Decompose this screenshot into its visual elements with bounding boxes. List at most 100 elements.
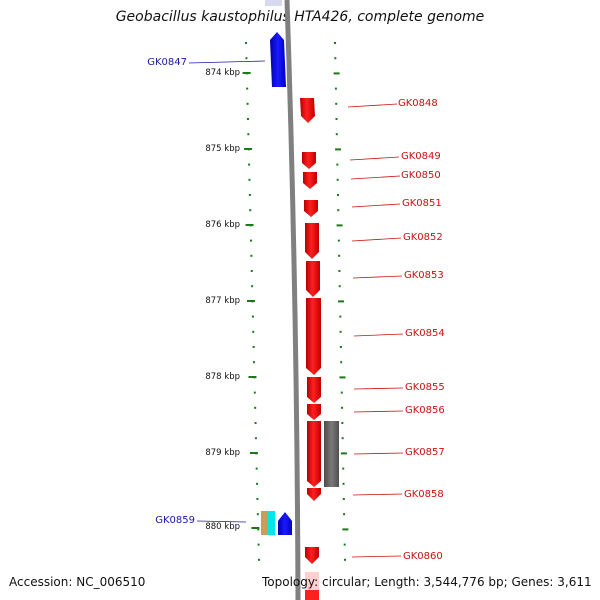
gene-GK0847-arrow[interactable] [270, 32, 286, 87]
ruler-dot [256, 513, 259, 516]
ruler-dot [342, 482, 345, 485]
ruler-label-879: 879 kbp [205, 448, 240, 458]
gene-GK0858-arrow[interactable] [307, 488, 321, 501]
ruler-label-876: 876 kbp [205, 220, 240, 230]
ruler-dot [256, 482, 259, 485]
feature-cyan-block[interactable] [267, 511, 275, 535]
ruler-dot [248, 178, 251, 181]
gene-label-GK0853[interactable]: GK0853 [404, 270, 444, 281]
ruler-dot [254, 437, 257, 440]
ruler-dot [335, 102, 338, 105]
ruler-dot [251, 315, 254, 318]
ruler-dot [335, 148, 342, 151]
ruler-dot [336, 224, 343, 227]
ruler-dot [342, 528, 349, 531]
ruler-dot [343, 558, 346, 561]
gene-label-GK0855[interactable]: GK0855 [405, 382, 445, 393]
ruler-dot [245, 57, 248, 60]
ruler-dot [335, 133, 338, 136]
ruler-dot [248, 163, 251, 166]
ruler-dot [253, 361, 256, 364]
ruler-dot [340, 452, 347, 455]
ruler-dot [248, 194, 251, 196]
ruler-dot [252, 346, 255, 348]
ruler-label-875: 875 kbp [205, 144, 240, 154]
ruler-dot [342, 467, 345, 470]
ruler-dot [340, 361, 343, 364]
ruler-dot [333, 72, 340, 75]
ruler-dot [250, 270, 253, 272]
gene-GK0853-arrow[interactable] [306, 261, 320, 297]
ruler-major-ticks [242, 72, 260, 529]
ruler-dot [337, 209, 340, 212]
gene-GK0852-arrow[interactable] [305, 223, 319, 259]
gene-GK0860-arrow[interactable] [305, 547, 319, 564]
ruler-dot [338, 270, 341, 272]
ruler-dot [254, 406, 257, 409]
ruler-dot [334, 87, 337, 90]
gene-GK0854-arrow[interactable] [306, 298, 321, 375]
gene-GK0849-arrow[interactable] [302, 152, 316, 169]
ruler-minor-ticks-right [333, 42, 349, 561]
ruler-dot [249, 239, 252, 242]
ruler-label-874: 874 kbp [205, 68, 240, 78]
feature-gray-block[interactable] [324, 421, 339, 487]
genome-title: Geobacillus kaustophilus HTA426, complet… [115, 9, 485, 25]
ruler-dot [251, 285, 254, 288]
gene-label-GK0860[interactable]: GK0860 [403, 551, 443, 562]
ruler-dot [245, 42, 248, 44]
ruler-dot [250, 254, 253, 257]
ruler-dot [334, 57, 337, 60]
ruler-dot [253, 391, 256, 394]
ruler-major-tick [244, 148, 253, 150]
gene-label-GK0858[interactable]: GK0858 [404, 489, 444, 500]
gene-label-GK0856[interactable]: GK0856 [405, 405, 445, 416]
gene-label-GK0859[interactable]: GK0859 [155, 515, 195, 526]
ruler-dot [246, 118, 249, 120]
leader-lines-left [188, 60, 266, 523]
gene-GK0850-arrow[interactable] [303, 172, 317, 189]
ruler-dot [246, 102, 249, 105]
ruler-dot [257, 558, 260, 561]
feature-tan-block[interactable] [261, 511, 267, 535]
ruler-dot [335, 118, 338, 120]
ruler-label-877: 877 kbp [205, 296, 240, 306]
ruler-label-880: 880 kbp [205, 522, 240, 532]
gene-label-GK0852[interactable]: GK0852 [403, 232, 443, 243]
gene-label-GK0848[interactable]: GK0848 [398, 98, 438, 109]
gene-label-GK0857[interactable]: GK0857 [405, 447, 445, 458]
ruler-major-tick [248, 376, 257, 378]
ruler-dot [338, 254, 341, 257]
ruler-dot [337, 239, 340, 242]
gene-GK0857-arrow[interactable] [307, 421, 321, 487]
ruler-dot [246, 87, 249, 90]
ruler-dot [336, 178, 339, 181]
gene-GK0856-arrow[interactable] [307, 404, 321, 420]
gene-label-GK0851[interactable]: GK0851 [402, 198, 442, 209]
ruler-dot [257, 528, 260, 531]
ruler-label-878: 878 kbp [205, 372, 240, 382]
gene-partial-bottom-red[interactable] [305, 590, 319, 600]
backbone-highlight-top [265, 0, 282, 6]
gene-label-GK0854[interactable]: GK0854 [405, 328, 445, 339]
gene-GK0859-arrow[interactable] [278, 512, 292, 535]
ruler-dot [342, 498, 345, 500]
ruler-dot [336, 163, 339, 166]
ruler-dot [338, 300, 345, 303]
gene-label-GK0847[interactable]: GK0847 [147, 57, 187, 68]
gene-label-GK0849[interactable]: GK0849 [401, 151, 441, 162]
ruler-major-tick [249, 452, 258, 454]
gene-label-GK0850[interactable]: GK0850 [401, 170, 441, 181]
ruler-dot [334, 42, 337, 44]
gene-GK0851-arrow[interactable] [304, 200, 318, 217]
ruler-major-tick [247, 300, 255, 302]
gene-GK0848-arrow[interactable] [300, 98, 315, 123]
gene-GK0855-arrow[interactable] [307, 377, 321, 403]
ruler-dot [249, 209, 252, 212]
ruler-dot [341, 422, 344, 424]
ruler-dot [339, 330, 342, 333]
ruler-dot [341, 437, 344, 440]
leader-lines-right [347, 103, 404, 558]
